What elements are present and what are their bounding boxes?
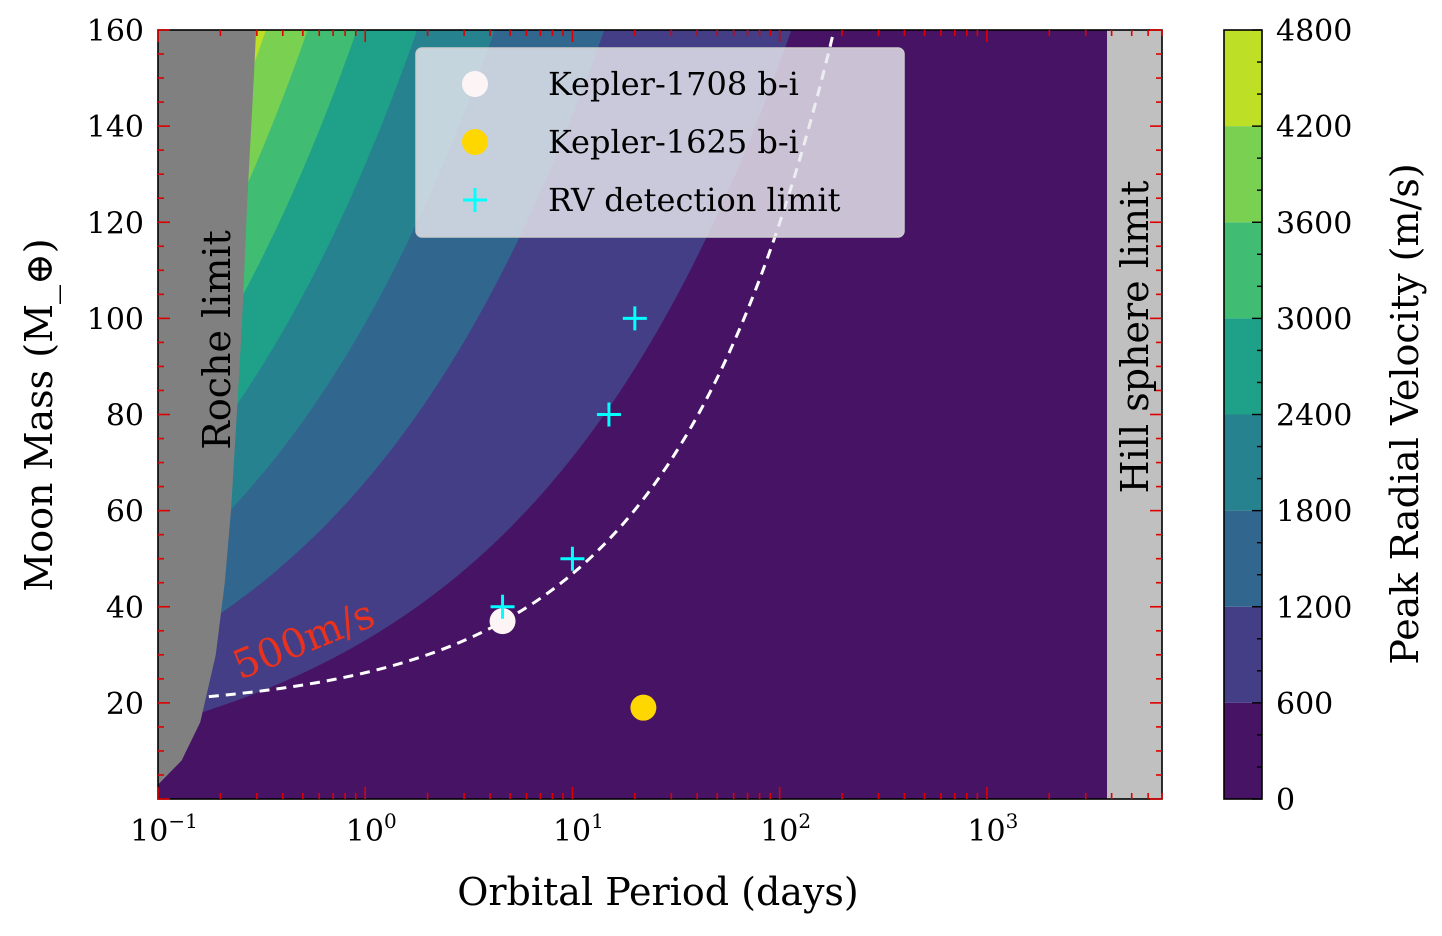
data-point: [622, 306, 647, 331]
colorbar-title: Peak Radial Velocity (m/s): [1383, 163, 1427, 664]
legend-swatch-kepler-1625: [462, 129, 488, 155]
colorbar-tick-label: 2400: [1276, 399, 1352, 434]
data-point: [596, 402, 621, 427]
x-tick-label: 100: [346, 809, 397, 849]
colorbar-tick-label: 1200: [1276, 591, 1352, 626]
colorbar-band: [1224, 414, 1262, 511]
markers: [489, 306, 657, 721]
colorbar-band: [1224, 702, 1262, 799]
y-axis-title: Moon Mass (M_⊕): [17, 238, 62, 591]
colorbar-tick-label: 600: [1276, 687, 1333, 722]
colorbar-band: [1224, 126, 1262, 223]
y-tick-label: 100: [87, 302, 144, 337]
y-tick-label: 40: [106, 591, 144, 626]
ticks: [157, 29, 1163, 800]
roche-limit-label: Roche limit: [195, 230, 239, 450]
y-tick-label: 80: [106, 399, 144, 434]
y-tick-label: 60: [106, 495, 144, 530]
data-point: [490, 594, 515, 619]
roche-limit-region: [158, 30, 259, 799]
colorbar-tick-label: 3600: [1276, 206, 1352, 241]
legend-swatch-rv-limit: [463, 188, 487, 212]
colorbar-tick-label: 4800: [1276, 14, 1352, 49]
y-tick-label: 160: [87, 14, 144, 49]
hill-sphere-limit-label: Hill sphere limit: [1113, 181, 1157, 494]
legend-swatch-kepler-1708: [462, 71, 488, 97]
y-tick-label: 20: [106, 687, 144, 722]
colorbar-tick-label: 1800: [1276, 495, 1352, 530]
x-axis-title: Orbital Period (days): [457, 870, 859, 914]
legend-label: Kepler-1625 b-i: [548, 123, 799, 161]
colorbar-labels: 0 600 1200 1800 2400 3000 3600 4200 4800: [1276, 14, 1352, 818]
legend-label: Kepler-1708 b-i: [548, 65, 799, 103]
legend: Kepler-1708 b-i Kepler-1625 b-i RV detec…: [415, 47, 905, 238]
colorbar-band: [1224, 606, 1262, 703]
legend-label: RV detection limit: [548, 181, 841, 219]
x-tick-labels: 10−1 100 101 102 103: [130, 809, 1018, 849]
colorbar-band: [1224, 222, 1262, 319]
y-tick-label: 120: [87, 206, 144, 241]
colorbar-band: [1224, 30, 1262, 127]
colorbar-tick-label: 4200: [1276, 110, 1352, 145]
colorbar-band: [1224, 318, 1262, 415]
x-tick-label: 101: [553, 809, 604, 849]
data-point: [489, 608, 516, 635]
colorbar-band: [1224, 510, 1262, 607]
y-tick-label: 140: [87, 110, 144, 145]
colorbar: [1223, 29, 1263, 800]
data-point: [560, 546, 585, 571]
y-tick-labels: 20 40 60 80 100 120 140 160: [87, 14, 144, 722]
x-tick-label: 103: [967, 809, 1018, 849]
data-point: [630, 694, 657, 721]
x-tick-label: 10−1: [130, 809, 198, 849]
legend-box: [415, 47, 905, 238]
colorbar-tick-label: 0: [1276, 783, 1295, 818]
colorbar-tick-label: 3000: [1276, 302, 1352, 337]
x-tick-label: 102: [760, 809, 811, 849]
